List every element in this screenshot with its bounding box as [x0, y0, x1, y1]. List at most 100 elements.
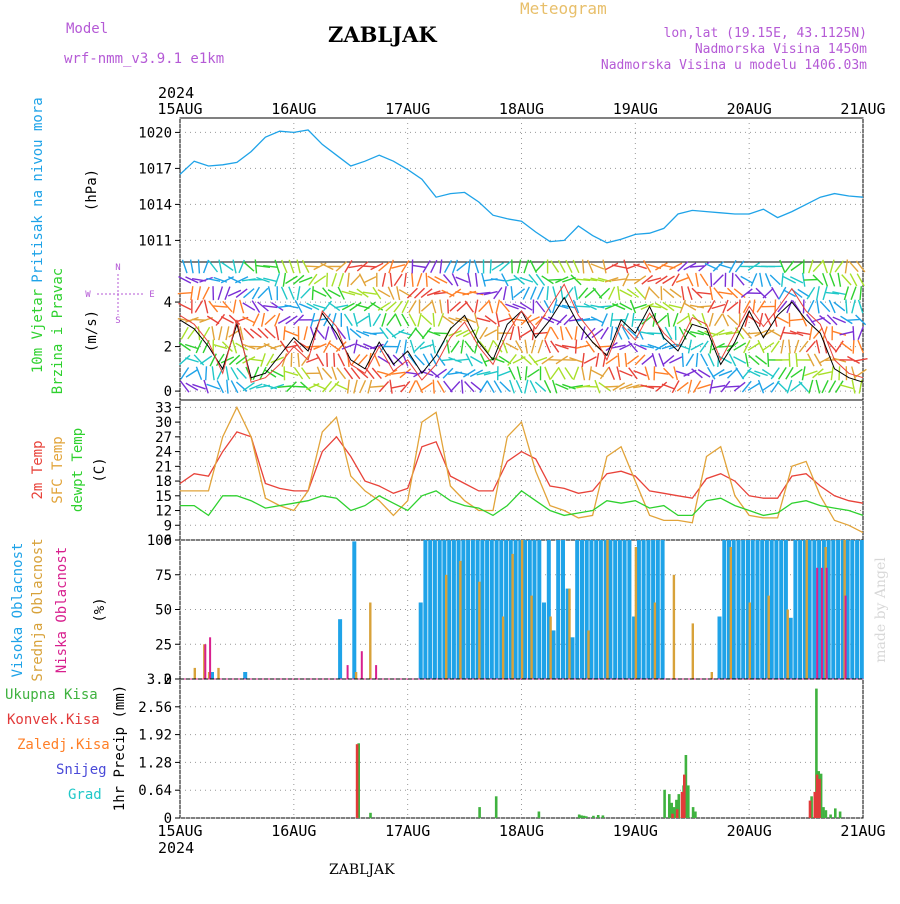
wind-arrow	[506, 343, 518, 350]
cloud-bar-0	[447, 540, 451, 679]
wind-arrow	[816, 380, 819, 394]
wind-arrow	[762, 383, 774, 391]
wind-arrow	[233, 300, 236, 314]
wind-arrow	[479, 302, 489, 312]
cloud-bar-0	[514, 540, 518, 679]
wind-arrow	[448, 300, 449, 314]
wind-arrow	[348, 380, 350, 394]
precip-snow-label: Snijeg	[56, 762, 107, 778]
cloud-bar-1	[673, 575, 675, 679]
wind-arrow	[518, 326, 520, 340]
cloud-bar-0	[656, 540, 660, 679]
cloud-bar-2	[821, 568, 823, 679]
precip-total-label: Ukupna Kisa	[5, 687, 98, 703]
temp-units: (C)	[92, 457, 108, 482]
wind-arrow	[583, 386, 597, 387]
wind-arrow	[618, 286, 620, 300]
wind-arrow	[181, 368, 189, 380]
wind-arrow	[517, 367, 520, 381]
wind-arrow	[461, 340, 463, 354]
wind-arrow	[612, 265, 626, 268]
wind-arrow	[409, 314, 416, 326]
cloud-bar-0	[831, 540, 835, 679]
ytick-wind-2: 4	[164, 295, 172, 311]
wind-arrow	[700, 341, 708, 352]
wind-arrow	[301, 288, 311, 298]
wind-arrow	[511, 286, 513, 300]
y-tick-labels: 1011101410171020024691215182124273033025…	[138, 125, 172, 827]
wind-arrow	[485, 330, 497, 337]
wind-arrow	[404, 273, 406, 287]
cloud-bar-0	[627, 540, 631, 679]
cloud-bar-0	[608, 540, 612, 679]
wind-arrow	[358, 355, 367, 366]
cloud-units: (%)	[92, 597, 108, 622]
cloud-bar-0	[661, 540, 665, 679]
precip-graupel-label: Grad	[68, 787, 102, 803]
wind-arrow	[816, 340, 819, 354]
wind-arrow	[687, 274, 693, 287]
wind-arrow	[693, 381, 700, 393]
cloud-bar-1	[806, 540, 808, 679]
wind-arrow	[307, 303, 319, 309]
bottom-tick-label-1: 16AUG	[271, 822, 316, 840]
top-tick-label-3: 18AUG	[499, 100, 544, 118]
wind-arrow	[244, 262, 255, 271]
wind-arrow	[276, 326, 279, 340]
wind-arrow	[779, 287, 786, 299]
grid-lines	[175, 118, 863, 818]
cloud-bar-0	[433, 540, 437, 679]
wind-arrow	[858, 327, 863, 340]
wind-arrows	[178, 260, 868, 394]
wind-arrow	[314, 384, 327, 390]
cloud-bar-0	[779, 540, 783, 679]
wind-arrow	[360, 380, 366, 393]
wind-arrow	[240, 300, 244, 313]
bottom-tick-label-6: 21AUG	[840, 822, 885, 840]
wind-arrow	[227, 380, 228, 394]
top-tick-label-4: 19AUG	[613, 100, 658, 118]
bottom-tick-label-5: 20AUG	[727, 822, 772, 840]
wind-arrow	[323, 288, 332, 299]
wind-arrow	[719, 292, 733, 294]
pressure-units: (hPa)	[84, 169, 100, 211]
wind-arrow	[325, 326, 328, 340]
wind-arrow	[656, 315, 667, 324]
cloud-bar-1	[511, 554, 513, 679]
wind-arrow	[500, 382, 510, 392]
precip-bar-1	[818, 779, 821, 818]
wind-arrow	[338, 354, 344, 367]
cloud-bar-1	[568, 589, 570, 679]
wind-arrow	[620, 303, 632, 310]
wind-arrow	[243, 383, 254, 391]
cloud-bar-0	[599, 540, 603, 679]
ytick-temperature-8: 30	[155, 415, 172, 431]
wind-arrow	[804, 280, 818, 281]
wind-arrow	[222, 263, 234, 271]
wind-arrow	[600, 368, 608, 379]
wind-arrow	[491, 279, 505, 281]
wind-arrow	[673, 313, 678, 326]
wind-arrow	[619, 371, 632, 376]
wind-arrow	[390, 273, 392, 287]
wind-arrow	[609, 367, 615, 380]
wind-arrow	[417, 273, 422, 286]
wind-arrow	[383, 273, 386, 287]
wind-ylabel-1: 10m Vjetar	[30, 289, 46, 373]
wind-arrow	[195, 301, 202, 313]
cloud-bar-0	[623, 540, 627, 679]
wind-arrow	[293, 275, 304, 284]
wind-arrow	[777, 382, 787, 392]
wind-arrow	[409, 380, 415, 393]
bottom-tick-label-3: 18AUG	[499, 822, 544, 840]
ytick-precip-4: 2.56	[138, 700, 172, 716]
wind-arrow	[839, 366, 840, 380]
wind-arrow	[558, 367, 565, 379]
cloud-bar-0	[461, 540, 465, 679]
wind-arrow	[465, 341, 474, 352]
precip-bar-0	[822, 807, 825, 818]
ytick-temperature-2: 12	[155, 504, 172, 520]
wind-arrow	[847, 319, 861, 320]
wind-arrow	[744, 340, 750, 353]
precip-bar-1	[671, 814, 674, 818]
